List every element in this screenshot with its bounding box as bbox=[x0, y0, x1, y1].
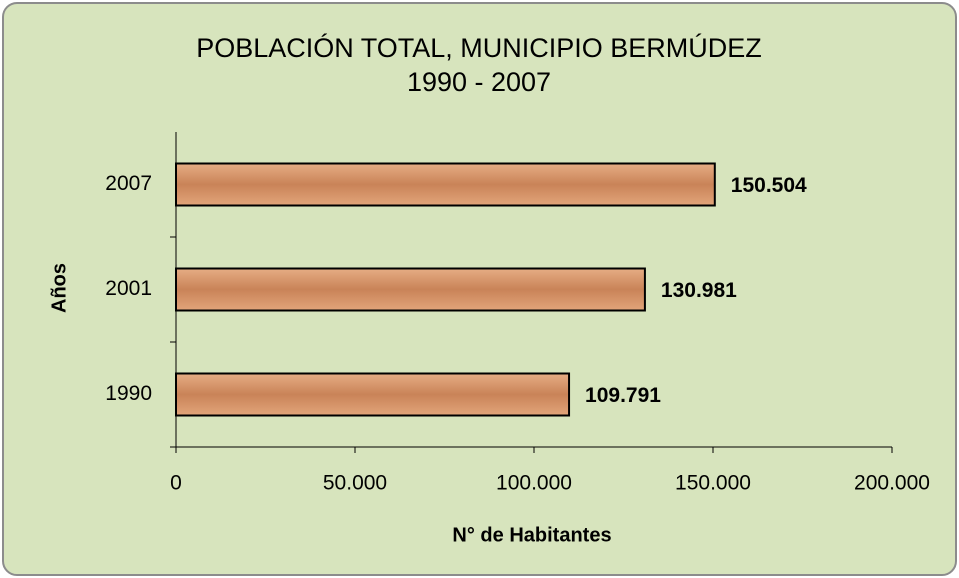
bar bbox=[175, 267, 646, 312]
y-axis-title: Años bbox=[48, 263, 70, 313]
y-tick-label: 1990 bbox=[105, 382, 152, 405]
x-tick-label: 50.000 bbox=[323, 472, 387, 495]
y-tick-label: 2007 bbox=[105, 172, 152, 195]
x-tick-label: 200.000 bbox=[854, 472, 930, 495]
y-tick-label: 2001 bbox=[105, 277, 152, 300]
chart-title: POBLACIÓN TOTAL, MUNICIPIO BERMÚDEZ bbox=[196, 32, 762, 63]
chart-subtitle: 1990 - 2007 bbox=[407, 67, 551, 97]
bar bbox=[175, 162, 716, 207]
x-tick-label: 150.000 bbox=[675, 472, 751, 495]
data-label: 150.504 bbox=[731, 174, 807, 197]
x-axis-title: N° de Habitantes bbox=[452, 524, 611, 546]
data-label: 130.981 bbox=[661, 279, 737, 302]
bar bbox=[175, 372, 571, 417]
x-tick-label: 100.000 bbox=[496, 472, 572, 495]
data-label: 109.791 bbox=[585, 384, 661, 407]
x-tick-label: 0 bbox=[170, 472, 182, 495]
